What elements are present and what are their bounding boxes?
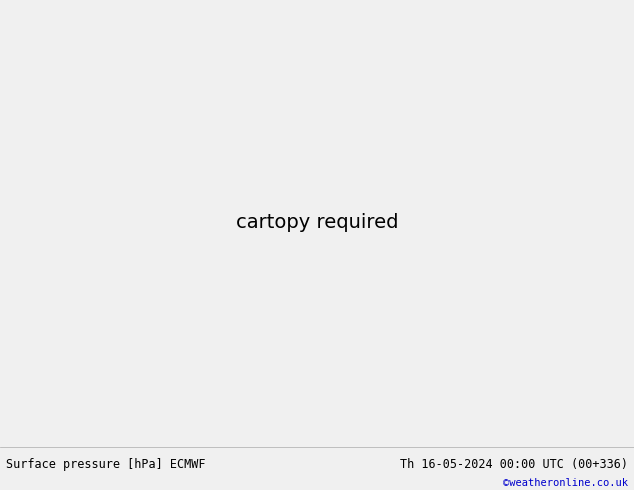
Text: ©weatheronline.co.uk: ©weatheronline.co.uk xyxy=(503,478,628,488)
Text: cartopy required: cartopy required xyxy=(236,214,398,232)
Text: Surface pressure [hPa] ECMWF: Surface pressure [hPa] ECMWF xyxy=(6,458,206,471)
Text: Th 16-05-2024 00:00 UTC (00+336): Th 16-05-2024 00:00 UTC (00+336) xyxy=(399,458,628,471)
